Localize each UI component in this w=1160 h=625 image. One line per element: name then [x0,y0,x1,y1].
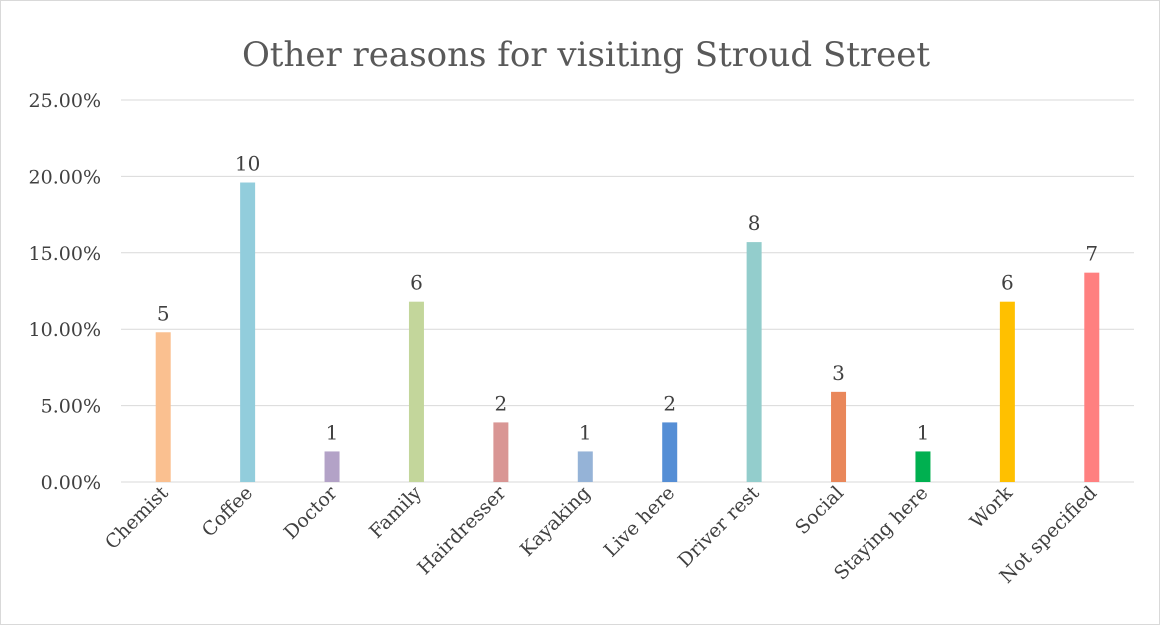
x-category-label: Kayaking [516,482,595,561]
x-category-label: Hairdresser [413,481,511,579]
bar [915,451,931,482]
y-tick-label: 25.00% [29,90,101,112]
y-tick-label: 5.00% [41,396,101,418]
bar [1084,272,1100,482]
bar [408,301,424,482]
data-label: 2 [495,391,508,415]
y-tick-label: 20.00% [29,166,101,188]
data-label: 2 [663,391,676,415]
bar [999,301,1015,482]
data-label: 6 [1001,271,1014,295]
bar [746,242,762,482]
gridlines [121,99,1134,483]
bars [155,182,1100,482]
x-category-label: Social [791,482,848,539]
x-category-label: Chemist [101,482,173,554]
bar [493,422,509,482]
bar [662,422,678,482]
y-tick-label: 0.00% [41,472,101,494]
x-category-label: Work [966,482,1017,533]
data-label: 1 [579,420,592,444]
x-category-label: Doctor [280,481,342,543]
data-label: 3 [832,361,845,385]
bar [324,451,340,482]
data-label: 6 [410,271,423,295]
data-label: 7 [1085,242,1098,266]
bar [577,451,593,482]
y-tick-label: 10.00% [29,319,101,341]
y-axis-tick-labels: 0.00% 5.00% 10.00% 15.00% 20.00% 25.00% [29,90,101,494]
x-category-label: Coffee [198,482,257,541]
chart-title: Other reasons for visiting Stroud Street [242,35,930,75]
data-label: 5 [157,301,170,325]
bar [155,332,171,482]
y-tick-label: 15.00% [29,243,101,265]
bar [240,182,256,482]
data-label: 1 [917,420,930,444]
x-category-label: Driver rest [674,482,764,572]
x-category-label: Family [365,482,426,543]
data-labels: 5 10 1 6 2 1 2 8 3 1 6 7 [157,152,1098,445]
data-label: 8 [748,211,761,235]
data-label: 1 [326,420,339,444]
data-label: 10 [235,152,260,176]
bar [831,391,847,482]
x-category-label: Live here [600,482,680,562]
